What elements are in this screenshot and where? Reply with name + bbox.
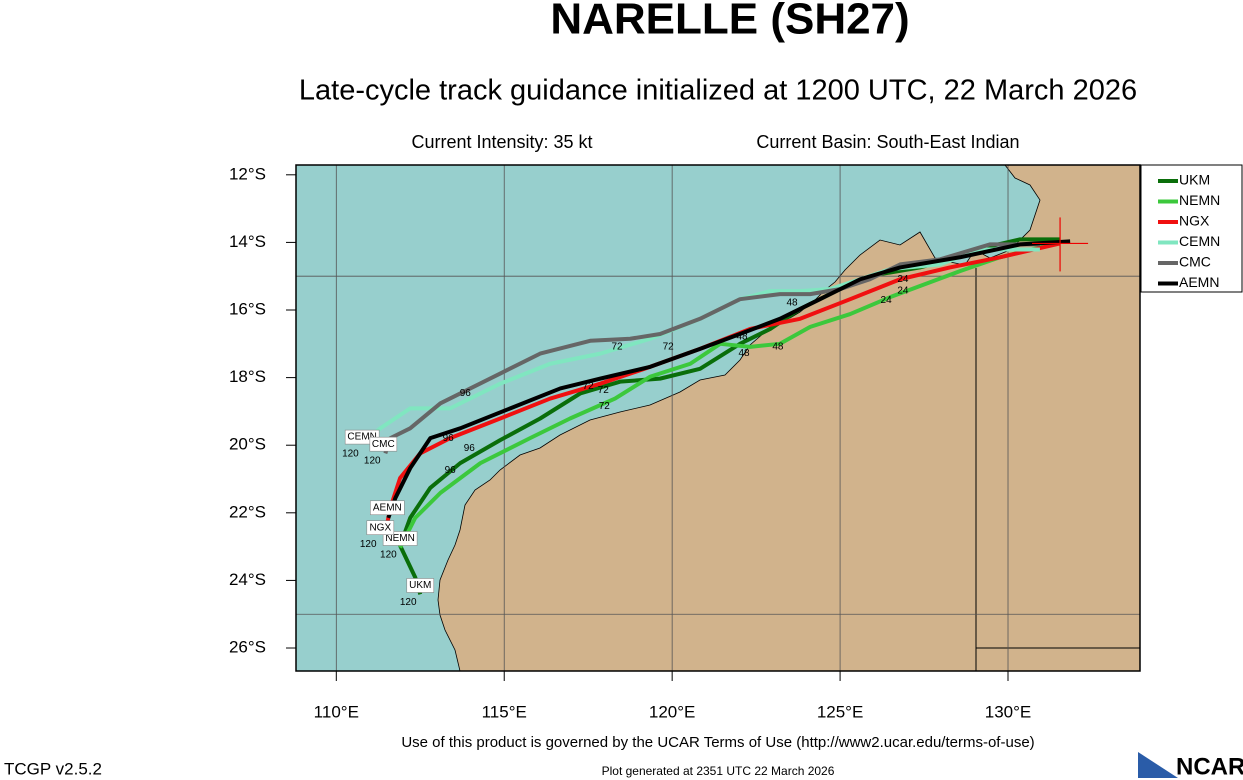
legend xyxy=(1140,164,1243,293)
model-label: CMC xyxy=(372,439,395,450)
model-label: UKM xyxy=(409,580,431,591)
model-label: AEMN xyxy=(373,502,402,513)
hour-label: 48 xyxy=(786,298,798,309)
hour-label: 24 xyxy=(897,274,909,285)
track xyxy=(386,239,1071,519)
legend-label: CEMN xyxy=(1179,233,1220,249)
subtitle: Late-cycle track guidance initialized at… xyxy=(299,75,1137,107)
hour-label: 72 xyxy=(663,341,675,352)
hour-label: 72 xyxy=(598,385,610,396)
y-tick-label: 12°S xyxy=(229,164,266,183)
model-label: NEMN xyxy=(385,533,414,544)
hour-label: 96 xyxy=(445,465,457,476)
hour-label: 96 xyxy=(460,388,472,399)
hour-label: 72 xyxy=(612,341,624,352)
hour-label: 96 xyxy=(443,433,455,444)
hour-label: 120 xyxy=(364,456,381,467)
legend-label: NEMN xyxy=(1179,192,1220,208)
hour-label: 120 xyxy=(342,449,359,460)
y-tick-label: 24°S xyxy=(229,570,266,589)
x-tick-label: 125°E xyxy=(817,702,864,721)
hour-label: 96 xyxy=(464,443,476,454)
model-label-box xyxy=(366,520,395,535)
hour-label: 48 xyxy=(772,341,784,352)
basin: Current Basin: South-East Indian xyxy=(756,132,1019,152)
hour-label: 72 xyxy=(583,381,595,392)
generated: Plot generated at 2351 UTC 22 March 2026 xyxy=(602,764,835,778)
model-label: NGX xyxy=(369,522,391,533)
tracks: 1201201201201201209696969672727272724848… xyxy=(342,217,1089,608)
legend-label: CMC xyxy=(1179,254,1211,270)
logo: NCAR xyxy=(1176,753,1243,780)
track xyxy=(398,240,1061,549)
model-label-box xyxy=(370,500,405,516)
y-tick-label: 20°S xyxy=(229,435,266,454)
legend-label: UKM xyxy=(1179,172,1210,188)
x-tick-label: 110°E xyxy=(314,702,359,721)
intensity: Current Intensity: 35 kt xyxy=(411,132,592,152)
x-tick-label: 130°E xyxy=(985,702,1032,721)
y-tick-label: 26°S xyxy=(229,637,266,656)
hour-label: 48 xyxy=(738,348,750,359)
y-tick-label: 18°S xyxy=(229,367,266,386)
title: NARELLE (SH27) xyxy=(550,0,909,44)
model-label-box xyxy=(369,436,398,452)
hour-label: 24 xyxy=(897,286,909,297)
model-label-box xyxy=(382,531,418,546)
grid xyxy=(296,165,1140,671)
hour-label: 24 xyxy=(881,295,893,306)
hour-label: 120 xyxy=(400,597,417,608)
hour-label: 120 xyxy=(360,539,377,550)
hour-label: 48 xyxy=(736,331,748,342)
model-label: CEMN xyxy=(347,432,376,443)
x-tick-label: 115°E xyxy=(482,702,527,721)
y-tick-label: 22°S xyxy=(229,502,266,521)
version: TCGP v2.5.2 xyxy=(4,759,102,778)
legend-label: AEMN xyxy=(1179,274,1219,290)
model-label-box xyxy=(406,578,435,593)
legend-label: NGX xyxy=(1179,213,1210,229)
logo-mark xyxy=(1138,752,1178,778)
plot-frame xyxy=(295,164,1141,672)
hour-label: 72 xyxy=(599,401,611,412)
terms: Use of this product is governed by the U… xyxy=(401,734,1034,751)
y-tick-label: 16°S xyxy=(229,299,266,318)
hour-label: 120 xyxy=(380,549,397,560)
x-tick-label: 120°E xyxy=(649,702,696,721)
y-tick-label: 14°S xyxy=(229,232,266,251)
